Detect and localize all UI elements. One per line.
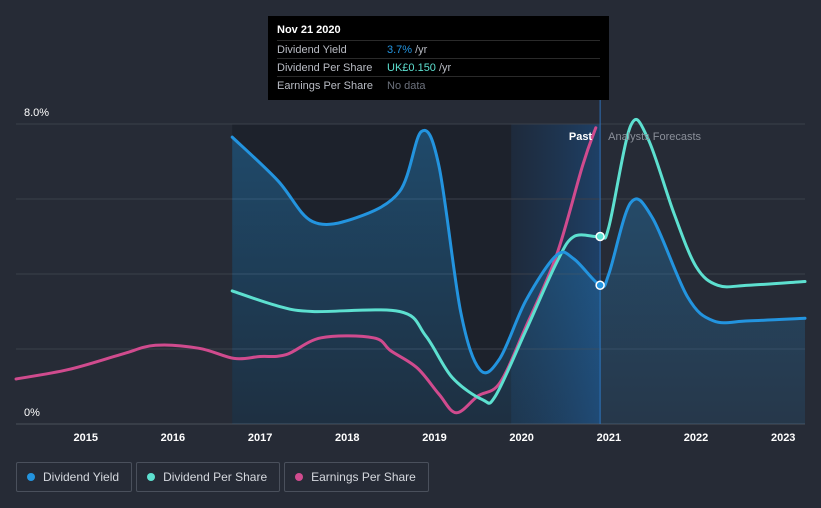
- tooltip-row-name: Dividend Per Share: [277, 61, 373, 74]
- x-tick-label: 2017: [248, 432, 272, 444]
- dividend-yield-marker: [595, 280, 605, 290]
- tooltip-row-name: Earnings Per Share: [277, 79, 373, 92]
- legend-item-earnings-per-share[interactable]: Earnings Per Share: [284, 462, 429, 492]
- tooltip-row-value: No data: [387, 79, 426, 92]
- x-tick-label: 2019: [422, 432, 446, 444]
- x-tick-label: 2023: [771, 432, 795, 444]
- tooltip-row-unit: /yr: [415, 43, 428, 56]
- dividend-per-share-line: [230, 118, 807, 405]
- dividend-yield-area: [232, 130, 805, 424]
- legend: Dividend Yield Dividend Per Share Earnin…: [16, 462, 429, 492]
- earnings-per-share-dot-icon: [295, 473, 304, 481]
- x-tick-label: 2021: [597, 432, 621, 444]
- past-label: Past: [569, 131, 593, 143]
- tooltip-row-earnings-per-share: Earnings Per Share No data: [277, 76, 600, 94]
- forecast-label: Analysts Forecasts: [608, 131, 701, 143]
- tooltip-row-unit: /yr: [438, 61, 452, 74]
- tooltip-row-dividend-per-share: Dividend Per Share UK£0.150 /yr: [277, 58, 600, 76]
- y-axis-label-max: 8.0%: [24, 107, 49, 119]
- earnings-per-share-line: [14, 126, 598, 415]
- tooltip: Nov 21 2020 Dividend Yield 3.7% /yr Divi…: [268, 16, 609, 100]
- x-tick-label: 2022: [684, 432, 708, 444]
- legend-label: Earnings Per Share: [311, 470, 416, 484]
- tooltip-row-value: UK£0.150: [387, 61, 436, 74]
- x-tick-label: 2018: [335, 432, 359, 444]
- x-tick-label: 2020: [509, 432, 533, 444]
- legend-label: Dividend Yield: [43, 470, 120, 484]
- tooltip-row-value: 3.7%: [387, 43, 413, 56]
- dividend-yield-dot-icon: [27, 473, 35, 481]
- dividend-per-share-dot-icon: [147, 473, 156, 481]
- legend-label: Dividend Per Share: [163, 470, 268, 484]
- tooltip-row-dividend-yield: Dividend Yield 3.7% /yr: [277, 40, 600, 58]
- x-tick-label: 2015: [74, 432, 98, 444]
- legend-item-dividend-per-share[interactable]: Dividend Per Share: [136, 462, 281, 492]
- tooltip-date: Nov 21 2020: [277, 24, 341, 36]
- dividend-yield-line: [230, 128, 807, 375]
- y-axis-label-min: 0%: [24, 407, 40, 419]
- dividend-per-share-marker: [595, 231, 605, 242]
- x-tick-label: 2016: [161, 432, 185, 444]
- legend-item-dividend-yield[interactable]: Dividend Yield: [16, 462, 133, 492]
- tooltip-row-name: Dividend Yield: [277, 43, 347, 56]
